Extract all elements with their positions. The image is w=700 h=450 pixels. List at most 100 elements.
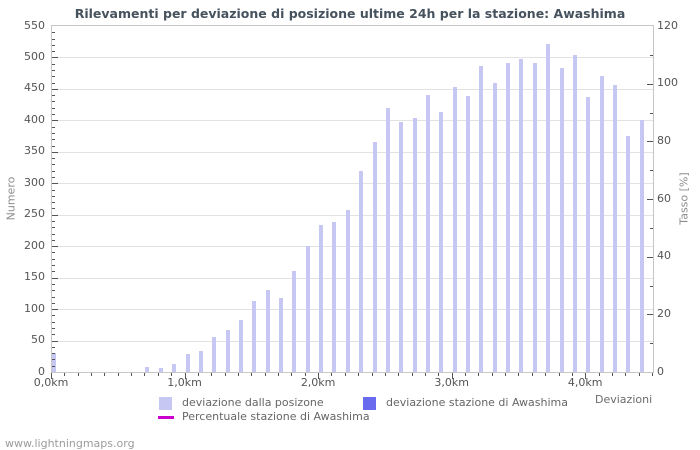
- x-axis-tick: [251, 373, 253, 376]
- x-axis-tick: [638, 373, 640, 376]
- x-axis-tick: [424, 373, 426, 376]
- bar-deviation: [265, 290, 270, 372]
- bar-deviation: [252, 300, 257, 372]
- y-axis-tick-left: [52, 114, 55, 116]
- x-axis-tick: [491, 373, 493, 376]
- x-axis-tick: [344, 373, 346, 376]
- y-axis-tick-left: [52, 271, 55, 273]
- y-axis-tick-left: [52, 88, 58, 90]
- x-axis-tick: [211, 373, 213, 376]
- bar-deviation: [399, 121, 404, 372]
- bar-deviation: [586, 97, 591, 372]
- y-axis-title-right: Tasso [%]: [677, 172, 691, 225]
- y-axis-tick-left: [52, 290, 55, 292]
- x-tick-label: 0,0km: [33, 376, 69, 389]
- y-axis-tick-left: [52, 283, 55, 285]
- y-axis-tick-left: [52, 202, 55, 204]
- y-axis-tick-right: [647, 83, 653, 85]
- x-axis-tick: [558, 373, 560, 376]
- y-axis-tick-left: [52, 265, 55, 267]
- x-axis-tick: [91, 373, 93, 376]
- bar-deviation: [305, 246, 310, 372]
- y-axis-tick-left: [52, 239, 55, 241]
- bar-deviation: [506, 62, 511, 372]
- bar-deviation: [385, 107, 390, 372]
- y-axis-tick-left: [52, 195, 55, 197]
- y-axis-tick-left: [52, 221, 55, 223]
- bar-deviation: [225, 329, 230, 372]
- gridline: [52, 214, 653, 216]
- x-axis-tick: [371, 373, 373, 376]
- y-axis-tick-left: [52, 315, 55, 317]
- footer-link[interactable]: www.lightningmaps.org: [5, 437, 135, 450]
- y-axis-tick-left: [52, 132, 55, 134]
- x-axis-tick: [64, 373, 66, 376]
- x-axis-tick: [398, 373, 400, 376]
- y-axis-tick-left: [52, 208, 55, 210]
- bar-deviation: [559, 67, 564, 372]
- x-axis-tick: [438, 373, 440, 376]
- bar-deviation: [292, 271, 297, 372]
- bar-deviation: [412, 118, 417, 372]
- y-tick-label-right: 40: [657, 249, 671, 263]
- bar-deviation: [145, 366, 150, 372]
- y-axis-tick-right: [650, 170, 653, 172]
- y-axis-tick-right: [650, 343, 653, 345]
- y-axis-tick-left: [52, 246, 58, 248]
- bar-deviation: [359, 170, 364, 372]
- bar-deviation: [466, 95, 471, 372]
- bar-deviation: [172, 363, 177, 372]
- x-tick-label: 1,0km: [167, 376, 202, 389]
- x-axis-tick: [451, 373, 453, 379]
- y-axis-tick-left: [52, 359, 55, 361]
- x-axis-tick: [157, 373, 159, 376]
- y-axis-tick-left: [52, 340, 58, 342]
- x-axis-tick: [585, 373, 587, 379]
- y-tick-label-left: 300: [24, 175, 45, 189]
- bar-deviation: [52, 353, 56, 372]
- x-axis-tick: [237, 373, 239, 376]
- y-tick-label-left: 250: [24, 207, 45, 221]
- y-axis-tick-right: [650, 227, 653, 229]
- legend-label-station-deviation: deviazione stazione di Awashima: [386, 396, 568, 409]
- y-axis-tick-left: [52, 101, 55, 103]
- bar-deviation: [639, 120, 644, 372]
- bar-deviation: [439, 111, 444, 372]
- x-axis-title: Deviazioni: [595, 393, 653, 406]
- y-tick-label-left: 150: [24, 270, 45, 284]
- y-tick-label-right: 80: [657, 133, 671, 147]
- y-axis-tick-left: [52, 327, 55, 329]
- x-axis-tick: [117, 373, 119, 376]
- x-axis-tick: [531, 373, 533, 376]
- chart-title: Rilevamenti per deviazione di posizione …: [74, 6, 626, 21]
- gridline: [52, 88, 653, 90]
- x-axis-tick: [384, 373, 386, 376]
- bar-deviation: [279, 298, 284, 372]
- gridline: [52, 340, 653, 342]
- bar-deviation: [599, 76, 604, 372]
- x-axis-tick: [51, 373, 52, 379]
- y-axis-tick-left: [52, 32, 55, 34]
- y-axis-tick-left: [52, 321, 55, 323]
- y-axis-tick-left: [52, 214, 58, 216]
- bar-deviation: [185, 353, 190, 372]
- y-axis-tick-left: [52, 70, 55, 72]
- x-axis-tick: [264, 373, 266, 376]
- y-tick-label-left: 400: [24, 112, 45, 126]
- y-tick-label-left: 200: [24, 238, 45, 252]
- bar-deviation: [519, 58, 524, 372]
- y-axis-tick-right: [647, 141, 653, 143]
- y-tick-label-left: 50: [31, 333, 45, 347]
- x-axis-tick: [518, 373, 520, 376]
- y-axis-tick-left: [52, 82, 55, 84]
- y-axis-tick-left: [52, 170, 55, 172]
- y-axis-tick-left: [52, 309, 58, 311]
- x-axis-tick: [652, 373, 653, 376]
- y-tick-label-left: 350: [24, 144, 45, 158]
- y-tick-label-left: 500: [24, 49, 45, 63]
- y-tick-label-right: 120: [657, 18, 678, 32]
- x-axis-tick: [571, 373, 573, 376]
- y-axis-tick-left: [52, 346, 55, 348]
- legend-line-percentage: [158, 416, 174, 419]
- legend-label-deviation: deviazione dalla posizone: [182, 396, 324, 409]
